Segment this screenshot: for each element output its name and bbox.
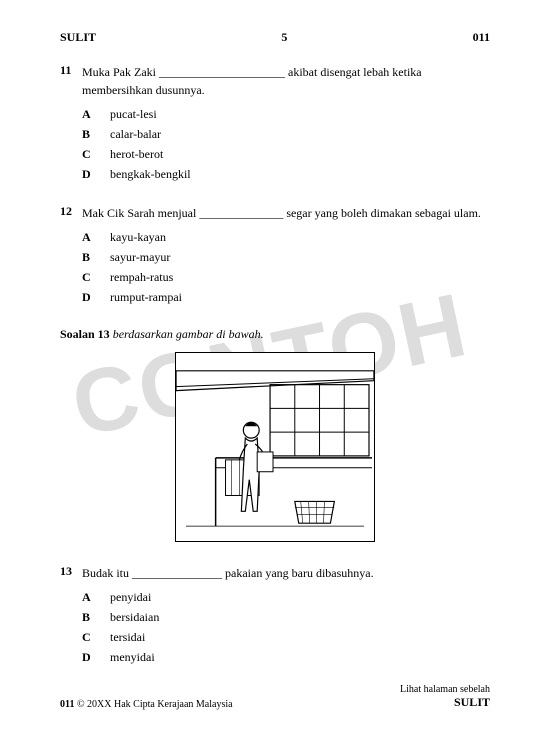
option: Ctersidai — [82, 630, 490, 645]
option-text: calar-balar — [110, 127, 490, 142]
option-letter: B — [82, 250, 110, 265]
page-header: SULIT 5 011 — [60, 30, 490, 45]
question-11: 11 Muka Pak Zaki _____________________ a… — [60, 63, 490, 182]
footer-left: 011 © 20XX Hak Cipta Kerajaan Malaysia — [60, 699, 233, 710]
header-center: 5 — [281, 30, 287, 45]
option: Bcalar-balar — [82, 127, 490, 142]
option: Crempah-ratus — [82, 270, 490, 285]
option-text: kayu-kayan — [110, 230, 490, 245]
option-letter: D — [82, 650, 110, 665]
option-letter: B — [82, 610, 110, 625]
option: Akayu-kayan — [82, 230, 490, 245]
option-letter: D — [82, 167, 110, 182]
question-number: 11 — [60, 63, 82, 99]
question-number: 13 — [60, 564, 82, 582]
option-text: bengkak-bengkil — [110, 167, 490, 182]
question-text: Muka Pak Zaki _____________________ akib… — [82, 63, 490, 99]
option-text: menyidai — [110, 650, 490, 665]
question-text: Mak Cik Sarah menjual ______________ seg… — [82, 204, 490, 222]
option-text: bersidaian — [110, 610, 490, 625]
option-letter: C — [82, 147, 110, 162]
question-number: 12 — [60, 204, 82, 222]
option: Apucat-lesi — [82, 107, 490, 122]
question-text: Budak itu _______________ pakaian yang b… — [82, 564, 490, 582]
option-text: rempah-ratus — [110, 270, 490, 285]
option: Apenyidai — [82, 590, 490, 605]
question-13: 13 Budak itu _______________ pakaian yan… — [60, 564, 490, 665]
option-text: tersidai — [110, 630, 490, 645]
option-text: pucat-lesi — [110, 107, 490, 122]
option: Bsayur-mayur — [82, 250, 490, 265]
option-letter: C — [82, 270, 110, 285]
option: Cherot-berot — [82, 147, 490, 162]
option-text: penyidai — [110, 590, 490, 605]
page-footer: 011 © 20XX Hak Cipta Kerajaan Malaysia L… — [60, 684, 490, 710]
question-12: 12 Mak Cik Sarah menjual ______________ … — [60, 204, 490, 305]
option: Dmenyidai — [82, 650, 490, 665]
option-text: rumput-rampai — [110, 290, 490, 305]
option-letter: D — [82, 290, 110, 305]
option: Dbengkak-bengkil — [82, 167, 490, 182]
option-letter: A — [82, 230, 110, 245]
option-text: herot-berot — [110, 147, 490, 162]
figure-container — [60, 352, 490, 542]
instruction-line: Soalan 13 berdasarkan gambar di bawah. — [60, 327, 490, 342]
figure-illustration — [175, 352, 375, 542]
option-letter: B — [82, 127, 110, 142]
option: Bbersidaian — [82, 610, 490, 625]
header-left: SULIT — [60, 30, 96, 45]
option-letter: C — [82, 630, 110, 645]
option-letter: A — [82, 107, 110, 122]
footer-right: Lihat halaman sebelah SULIT — [400, 684, 490, 710]
option: Drumput-rampai — [82, 290, 490, 305]
option-letter: A — [82, 590, 110, 605]
option-text: sayur-mayur — [110, 250, 490, 265]
header-right: 011 — [473, 30, 490, 45]
